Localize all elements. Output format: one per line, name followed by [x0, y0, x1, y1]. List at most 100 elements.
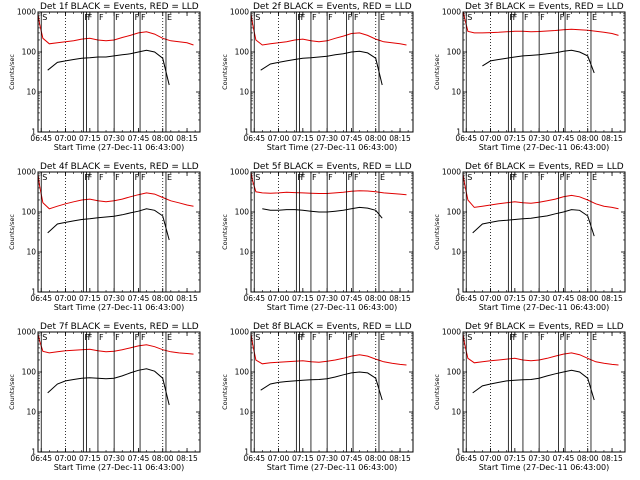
x-tick-label: 07:45	[553, 454, 575, 463]
y-tick-label: 1	[244, 288, 249, 297]
plot-frame	[250, 331, 414, 453]
chart-title: Det 9f BLACK = Events, RED = LLD	[465, 322, 624, 332]
x-tick-label: 07:45	[128, 454, 150, 463]
x-tick-label: 08:00	[152, 294, 174, 303]
x-tick-label: 08:15	[389, 294, 411, 303]
x-tick-label: 07:45	[341, 294, 363, 303]
marker-label: E	[380, 333, 385, 342]
x-tick-label: 07:45	[553, 134, 575, 143]
y-tick-label: 10	[451, 88, 461, 97]
x-tick-label: 07:15	[292, 454, 314, 463]
y-tick-label: 100	[447, 48, 462, 57]
marker-label: F	[88, 173, 93, 182]
y-axis-label: Counts/sec	[8, 214, 16, 250]
x-axis-label: Start Time (27-Dec-11 06:43:00)	[479, 143, 610, 152]
marker-label: F	[99, 333, 104, 342]
chart-title: Det 8f BLACK = Events, RED = LLD	[253, 322, 412, 332]
y-axis-label: Counts/sec	[8, 54, 16, 90]
y-tick-label: 10	[239, 408, 249, 417]
x-tick-label: 07:15	[504, 294, 526, 303]
chart-panel-3: Det 3f BLACK = Events, RED = LLDSFFFFFFE…	[433, 2, 626, 152]
marker-label: F	[354, 173, 359, 182]
marker-label: F	[513, 173, 518, 182]
y-tick-label: 100	[22, 48, 37, 57]
x-tick-label: 08:00	[365, 454, 387, 463]
x-tick-label: 06:45	[30, 134, 52, 143]
marker-label: F	[99, 13, 104, 22]
x-tick-label: 07:30	[103, 134, 125, 143]
x-tick-label: 07:15	[79, 134, 101, 143]
x-tick-label: 07:00	[55, 454, 77, 463]
marker-label: F	[560, 333, 565, 342]
chart-title: Det 6f BLACK = Events, RED = LLD	[465, 162, 624, 172]
x-tick-label: 07:45	[128, 294, 150, 303]
marker-label: F	[524, 13, 529, 22]
x-tick-label: 08:00	[152, 134, 174, 143]
x-tick-label: 07:15	[504, 454, 526, 463]
y-axis-label: Counts/sec	[221, 374, 229, 410]
y-tick-label: 1	[31, 448, 36, 457]
marker-label: S	[42, 173, 47, 182]
y-tick-label: 100	[235, 208, 250, 217]
x-tick-label: 08:15	[176, 134, 198, 143]
x-tick-label: 08:15	[601, 454, 623, 463]
chart-title: Det 5f BLACK = Events, RED = LLD	[253, 162, 412, 172]
plot-frame	[462, 331, 626, 453]
y-tick-label: 10	[26, 248, 36, 257]
x-tick-label: 08:15	[389, 454, 411, 463]
chart-title: Det 2f BLACK = Events, RED = LLD	[253, 2, 412, 12]
x-axis-label: Start Time (27-Dec-11 06:43:00)	[479, 303, 610, 312]
x-tick-label: 07:30	[528, 134, 550, 143]
marker-label: F	[540, 13, 545, 22]
y-tick-label: 10	[239, 248, 249, 257]
series-events	[260, 371, 383, 401]
y-tick-label: 1000	[230, 328, 249, 337]
marker-label: F	[141, 173, 146, 182]
marker-label: F	[88, 333, 93, 342]
marker-label: F	[354, 13, 359, 22]
marker-label: S	[255, 13, 260, 22]
x-tick-label: 06:45	[30, 454, 52, 463]
marker-label: F	[566, 13, 571, 22]
x-axis-label: Start Time (27-Dec-11 06:43:00)	[54, 143, 185, 152]
x-tick-label: 07:30	[316, 294, 338, 303]
x-axis-label: Start Time (27-Dec-11 06:43:00)	[479, 463, 610, 472]
chart-title: Det 3f BLACK = Events, RED = LLD	[465, 2, 624, 12]
y-axis-label: Counts/sec	[221, 214, 229, 250]
marker-label: F	[560, 173, 565, 182]
chart-panel-5: Det 5f BLACK = Events, RED = LLDSFFFFFFE…	[221, 162, 414, 312]
y-axis-label: Counts/sec	[433, 54, 441, 90]
y-tick-label: 1	[31, 128, 36, 137]
chart-title: Det 4f BLACK = Events, RED = LLD	[40, 162, 199, 172]
chart-panel-1: Det 1f BLACK = Events, RED = LLDSFFFFFFE…	[8, 2, 201, 152]
y-tick-label: 100	[235, 48, 250, 57]
y-tick-label: 10	[26, 408, 36, 417]
marker-label: S	[255, 173, 260, 182]
x-tick-label: 06:45	[455, 294, 477, 303]
y-tick-label: 10	[239, 88, 249, 97]
marker-label: F	[135, 173, 140, 182]
series-lld	[251, 172, 407, 196]
y-axis-label: Counts/sec	[8, 374, 16, 410]
series-events	[262, 206, 383, 219]
x-tick-label: 08:00	[152, 454, 174, 463]
y-tick-label: 1	[456, 288, 461, 297]
marker-label: F	[115, 13, 120, 22]
marker-label: E	[380, 13, 385, 22]
x-tick-label: 08:15	[601, 134, 623, 143]
marker-label: F	[540, 173, 545, 182]
series-lld	[251, 13, 407, 46]
x-tick-label: 08:00	[577, 134, 599, 143]
marker-label: F	[115, 173, 120, 182]
x-tick-label: 07:30	[528, 294, 550, 303]
x-tick-label: 07:00	[55, 294, 77, 303]
x-tick-label: 07:15	[504, 134, 526, 143]
y-tick-label: 1000	[17, 168, 36, 177]
y-axis-label: Counts/sec	[433, 214, 441, 250]
chart-title: Det 7f BLACK = Events, RED = LLD	[40, 322, 199, 332]
marker-label: F	[524, 173, 529, 182]
marker-label: F	[135, 333, 140, 342]
marker-label: F	[348, 13, 353, 22]
x-tick-label: 07:45	[341, 134, 363, 143]
x-tick-label: 07:30	[528, 454, 550, 463]
